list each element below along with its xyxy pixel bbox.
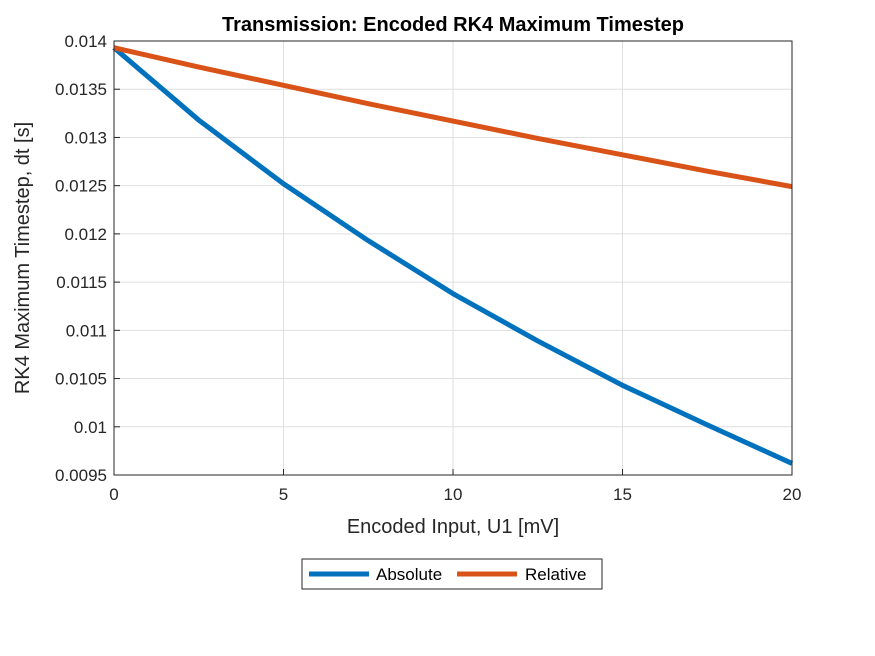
y-tick-label: 0.012 <box>64 225 107 244</box>
x-axis-label: Encoded Input, U1 [mV] <box>347 516 559 538</box>
y-tick-label: 0.0115 <box>56 273 107 292</box>
y-tick-label: 0.0105 <box>55 370 107 389</box>
y-tick-label: 0.014 <box>64 32 107 51</box>
y-tick-label: 0.0095 <box>55 466 107 485</box>
legend-label-relative: Relative <box>525 565 586 584</box>
x-tick-label: 0 <box>109 485 118 504</box>
legend-label-absolute: Absolute <box>376 565 442 584</box>
y-tick-label: 0.01 <box>74 418 107 437</box>
y-tick-label: 0.011 <box>66 321 107 340</box>
x-tick-label: 20 <box>783 485 802 504</box>
y-tick-label: 0.0125 <box>55 177 107 196</box>
chart-title: Transmission: Encoded RK4 Maximum Timest… <box>222 14 684 36</box>
x-tick-label: 10 <box>444 485 463 504</box>
x-tick-label: 15 <box>613 485 632 504</box>
x-tick-label: 5 <box>279 485 288 504</box>
legend: Absolute Relative <box>301 558 603 590</box>
ticks: 0 5 10 15 20 0.0095 0.01 0.0105 0.011 0.0115 0.012… <box>55 32 801 504</box>
y-tick-label: 0.013 <box>64 128 107 147</box>
y-axis-label: RK4 Maximum Timestep, dt [s] <box>12 122 34 394</box>
y-tick-label: 0.0135 <box>55 80 107 99</box>
